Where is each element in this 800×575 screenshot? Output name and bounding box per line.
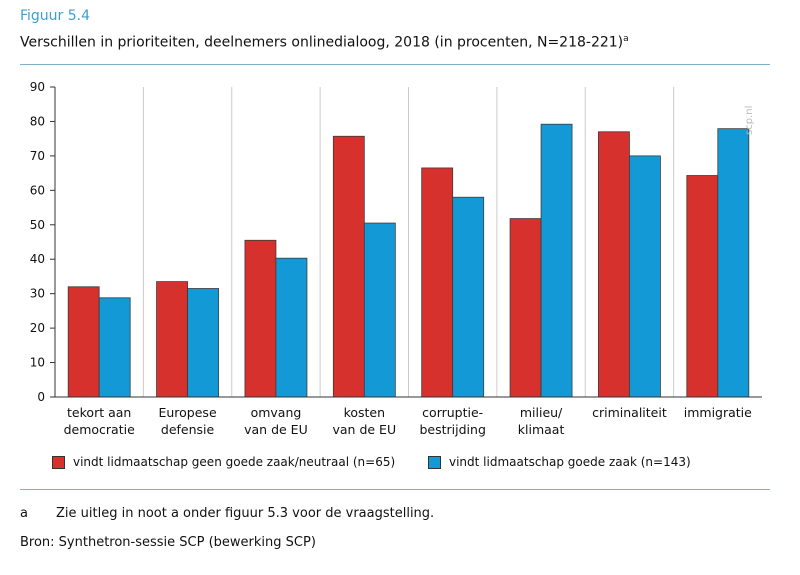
bar-series1	[686, 175, 719, 398]
bar-series1	[244, 239, 277, 398]
bar-chart: 0 10 20 30 40 50 60 70 80 90 tekort aan democratie E…	[30, 80, 762, 437]
y-tick-label: 80	[30, 114, 45, 128]
x-tick-label: defensie	[161, 422, 215, 437]
x-tick-label: criminaliteit	[592, 405, 667, 420]
y-tick-label: 30	[30, 287, 45, 301]
x-tick-label: kosten	[344, 405, 385, 420]
legend-item-series1: vindt lidmaatschap geen goede zaak/neutr…	[52, 455, 395, 469]
y-tick-label: 20	[30, 321, 45, 335]
title-footnote-marker: a	[623, 34, 629, 44]
bar-series1	[598, 131, 630, 398]
x-tick-label: omvang	[251, 405, 302, 420]
bar-series2	[717, 128, 750, 398]
y-tick-label: 70	[30, 149, 45, 163]
bar-series2	[98, 297, 131, 398]
top-divider	[20, 64, 770, 65]
x-tick-label: tekort aan	[67, 405, 131, 420]
x-tick-label: van de EU	[244, 422, 308, 437]
footnote-letter: a	[20, 506, 28, 521]
bar-series2	[629, 155, 661, 398]
chart-title: Verschillen in prioriteiten, deelnemers …	[20, 34, 629, 51]
bar-series2	[452, 196, 485, 398]
x-tick-label: democratie	[64, 422, 135, 437]
y-tick-label: 40	[30, 252, 45, 266]
bar-series2	[540, 123, 573, 398]
footnote: a Zie uitleg in noot a onder figuur 5.3 v…	[20, 506, 434, 521]
bar-series2	[187, 288, 219, 398]
bar-series1	[156, 281, 188, 398]
y-tick-label: 90	[30, 80, 45, 94]
bar-series1	[509, 218, 542, 398]
x-tick-label: klimaat	[518, 422, 565, 437]
x-tick-label: bestrijding	[419, 422, 485, 437]
legend-label-series2: vindt lidmaatschap goede zaak (n=143)	[449, 455, 691, 469]
x-tick-label: van de EU	[333, 422, 397, 437]
bottom-divider	[20, 489, 770, 490]
bar-series1	[421, 167, 454, 398]
watermark-text: scp.nl	[744, 106, 755, 135]
footnote-text: Zie uitleg in noot a onder figuur 5.3 vo…	[56, 506, 435, 521]
figure-label: Figuur 5.4	[20, 8, 91, 24]
source-line: Bron: Synthetron-sessie SCP (bewerking S…	[20, 535, 316, 550]
y-tick-label: 60	[30, 183, 45, 197]
y-tick-label: 0	[37, 390, 45, 404]
chart-title-text: Verschillen in prioriteiten, deelnemers …	[20, 34, 624, 51]
y-tick-label: 10	[30, 356, 45, 370]
y-tick-label: 50	[30, 218, 45, 232]
legend-item-series2: vindt lidmaatschap goede zaak (n=143)	[428, 455, 691, 469]
legend-label-series1: vindt lidmaatschap geen goede zaak/neutr…	[73, 455, 396, 469]
x-tick-label: Europese	[158, 405, 216, 420]
bar-series2	[363, 222, 396, 398]
bar-series1	[332, 135, 365, 398]
bar-series2	[275, 257, 308, 398]
x-tick-label: immigratie	[684, 405, 752, 420]
legend-swatch-series2	[428, 455, 441, 469]
x-tick-label: corruptie-	[422, 405, 483, 420]
x-tick-label: milieu/	[520, 405, 563, 420]
legend-swatch-series1	[52, 455, 65, 469]
bar-series1	[67, 286, 100, 398]
